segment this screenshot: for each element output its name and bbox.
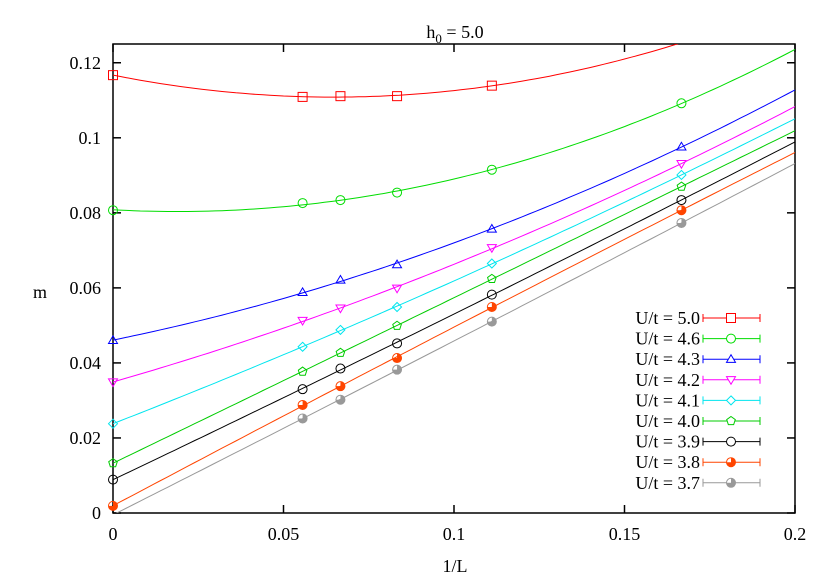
fit-line [113, 118, 795, 425]
data-point [392, 320, 402, 330]
legend-label: U/t = 4.1 [635, 390, 700, 410]
x-tick-label: 0.15 [609, 524, 641, 544]
fit-line [113, 130, 795, 464]
data-point [486, 164, 497, 175]
x-tick-label: 0.2 [784, 524, 807, 544]
data-point [391, 284, 403, 294]
x-tick-label: 0.1 [443, 524, 466, 544]
legend-marker [726, 415, 736, 426]
chart-title: h0 = 5.0 [426, 22, 483, 46]
data-point [335, 347, 346, 357]
data-point [108, 474, 118, 485]
data-point [108, 457, 118, 468]
data-point [676, 195, 687, 206]
data-point [297, 366, 308, 376]
legend-label: U/t = 4.3 [635, 349, 700, 369]
y-tick-label: 0.06 [70, 278, 102, 298]
data-point [297, 198, 308, 209]
legend: U/t = 5.0U/t = 4.6U/t = 4.3U/t = 4.2U/t … [635, 308, 761, 493]
legend-marker [725, 395, 737, 406]
data-point-fill [298, 413, 308, 423]
data-point [486, 258, 498, 269]
data-point [107, 418, 119, 429]
data-point-fill [392, 353, 402, 363]
data-point [486, 80, 497, 91]
data-point [335, 324, 346, 336]
data-point [335, 195, 346, 206]
legend-marker [726, 436, 736, 447]
legend-label: U/t = 4.2 [635, 370, 700, 390]
data-point [335, 363, 346, 374]
data-point [676, 169, 687, 181]
y-tick-label: 0.08 [70, 203, 102, 223]
data-point [486, 223, 498, 233]
data-point-fill [487, 302, 497, 312]
data-point-fill [676, 218, 686, 228]
fit-line [113, 48, 795, 212]
legend-marker [725, 353, 737, 363]
legend-marker [726, 313, 736, 323]
data-point-fill [335, 381, 345, 391]
data-point [392, 187, 403, 198]
data-point [486, 244, 498, 254]
legend-marker [725, 376, 737, 386]
data-point-fill [108, 501, 118, 511]
y-tick-label: 0.02 [70, 428, 102, 448]
data-point [107, 334, 119, 345]
data-point [392, 338, 403, 349]
data-point [676, 98, 687, 109]
y-tick-label: 0.04 [70, 353, 102, 373]
data-point-fill [487, 317, 497, 327]
data-point [297, 91, 308, 102]
fit-line [113, 106, 795, 383]
data-point [486, 273, 497, 284]
y-tick-label: 0.1 [79, 128, 102, 148]
data-point [335, 304, 346, 314]
legend-label: U/t = 5.0 [635, 308, 700, 328]
legend-label: U/t = 4.0 [635, 411, 700, 431]
fit-line [113, 44, 679, 98]
y-tick-label: 0 [92, 503, 101, 523]
x-tick-label: 0.05 [268, 524, 300, 544]
data-point-fill [298, 400, 308, 410]
data-point-fill [392, 365, 402, 375]
data-point [676, 181, 687, 191]
data-point [676, 141, 687, 151]
data-point [107, 378, 119, 388]
data-point [391, 259, 403, 269]
data-point [676, 160, 687, 170]
x-tick-label: 0 [109, 524, 118, 544]
fit-line [113, 89, 795, 341]
legend-marker [726, 333, 736, 344]
legend-label: U/t = 3.8 [635, 452, 700, 472]
data-point [108, 205, 118, 216]
legend-marker-fill [726, 478, 736, 488]
legend-label: U/t = 3.9 [635, 432, 700, 452]
data-point [392, 91, 403, 102]
data-point [335, 91, 346, 102]
legend-marker-fill [726, 457, 736, 467]
data-point [297, 286, 308, 297]
legend-label: U/t = 4.6 [635, 329, 700, 349]
legend-label: U/t = 3.7 [635, 473, 700, 493]
x-axis-label: 1/L [443, 556, 468, 576]
y-axis-label: m [33, 282, 47, 302]
fit-line [113, 141, 795, 481]
data-point-fill [335, 395, 345, 405]
data-point [297, 316, 308, 327]
data-point [335, 274, 346, 284]
data-point [108, 70, 118, 81]
data-point [391, 301, 403, 313]
data-point [486, 289, 497, 300]
data-point-fill [676, 205, 686, 215]
y-tick-label: 0.12 [70, 53, 102, 73]
data-point [297, 384, 308, 395]
data-point [297, 341, 308, 352]
